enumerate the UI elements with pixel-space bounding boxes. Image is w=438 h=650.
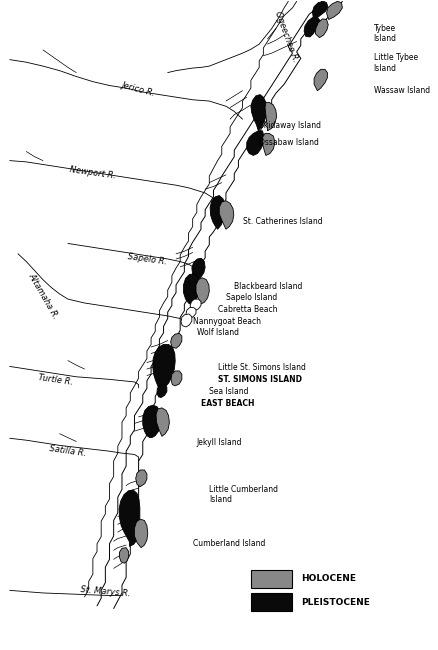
Text: St. Catherines Island: St. Catherines Island (242, 217, 321, 226)
Polygon shape (180, 314, 191, 327)
Text: Jekyll Island: Jekyll Island (196, 438, 242, 447)
Polygon shape (134, 519, 148, 548)
Text: Little Cumberland
Island: Little Cumberland Island (209, 485, 278, 504)
Polygon shape (195, 278, 209, 304)
Text: Cumberland Island: Cumberland Island (192, 540, 265, 548)
Polygon shape (314, 19, 328, 38)
Bar (250, 593, 292, 611)
Polygon shape (326, 1, 342, 20)
Text: Wolf Island: Wolf Island (196, 328, 238, 337)
Polygon shape (210, 196, 225, 229)
Polygon shape (183, 274, 199, 304)
Polygon shape (119, 548, 128, 563)
Polygon shape (156, 385, 166, 398)
Polygon shape (142, 405, 160, 437)
Text: Ogeechee R.: Ogeechee R. (272, 10, 299, 64)
Polygon shape (262, 133, 274, 155)
Text: Nannygoat Beach: Nannygoat Beach (192, 317, 260, 326)
Text: Sapelo R.: Sapelo R. (127, 252, 167, 266)
Polygon shape (312, 1, 327, 23)
Polygon shape (186, 307, 195, 318)
Text: Skidaway Island: Skidaway Island (258, 121, 321, 130)
Polygon shape (152, 344, 175, 391)
Text: Blackbeard Island: Blackbeard Island (234, 281, 302, 291)
Text: ST. SIMONS ISLAND: ST. SIMONS ISLAND (217, 375, 301, 384)
Text: Little Tybee
Island: Little Tybee Island (373, 53, 417, 73)
Text: Little St. Simons Island: Little St. Simons Island (217, 363, 305, 372)
Text: Turtle R.: Turtle R. (38, 373, 73, 387)
Polygon shape (171, 371, 181, 386)
Polygon shape (119, 490, 140, 547)
Bar (250, 569, 292, 588)
Polygon shape (135, 470, 147, 487)
Polygon shape (156, 408, 169, 436)
Text: Tybee
Island: Tybee Island (373, 24, 396, 44)
Polygon shape (190, 299, 201, 311)
Polygon shape (246, 131, 264, 155)
Text: EAST BEACH: EAST BEACH (201, 400, 254, 408)
Polygon shape (313, 70, 327, 91)
Text: Sea Island: Sea Island (209, 387, 248, 396)
Polygon shape (170, 333, 181, 348)
Text: St. Marys R.: St. Marys R. (80, 585, 131, 599)
Polygon shape (250, 95, 266, 131)
Text: Newport R.: Newport R. (69, 165, 117, 181)
Text: Altamaha R.: Altamaha R. (26, 272, 60, 320)
Text: Satilla R.: Satilla R. (49, 444, 87, 458)
Text: Wassaw Island: Wassaw Island (373, 86, 429, 95)
Text: Ossabaw Island: Ossabaw Island (258, 138, 318, 147)
Text: PLEISTOCENE: PLEISTOCENE (300, 597, 369, 606)
Text: Sapelo Island: Sapelo Island (226, 293, 276, 302)
Polygon shape (304, 18, 318, 37)
Polygon shape (191, 258, 205, 280)
Text: Cabretta Beach: Cabretta Beach (217, 305, 276, 314)
Polygon shape (219, 201, 233, 229)
Text: HOLOCENE: HOLOCENE (300, 574, 355, 583)
Polygon shape (265, 102, 276, 131)
Text: Jerico R.: Jerico R. (120, 80, 156, 98)
